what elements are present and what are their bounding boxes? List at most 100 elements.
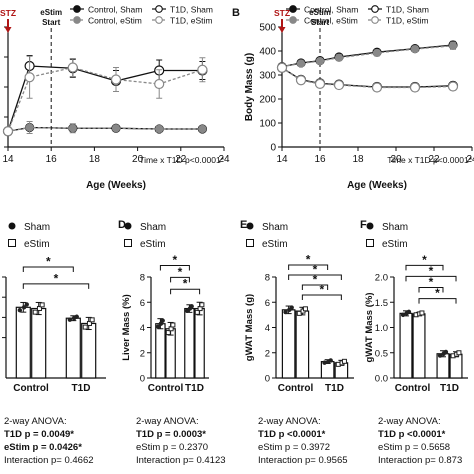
bar-panel-2: D Sham eStim 0 2 4 6 8 Liver Mass (%) Control T1D *…	[118, 219, 226, 466]
legend-label: Control, eStim	[304, 16, 358, 26]
significance-bracket	[405, 275, 457, 282]
y-tick-label: 1.0	[375, 323, 388, 334]
y-tick-label: 8	[265, 273, 270, 284]
stz-arrow-head	[278, 27, 286, 33]
data-point	[197, 64, 208, 75]
estim-start-label: Start	[311, 18, 330, 27]
individual-point	[328, 358, 333, 363]
data-point	[410, 44, 420, 54]
individual-point	[341, 358, 347, 364]
individual-point	[86, 320, 92, 326]
anova-title: 2-way ANOVA:	[378, 416, 441, 427]
data-point	[276, 62, 288, 73]
bar	[165, 328, 176, 379]
x-tick-label: 20	[132, 154, 144, 165]
individual-point	[24, 302, 29, 307]
individual-point	[400, 312, 406, 318]
x-tick-label: 20	[390, 154, 402, 165]
x-tick-label: Control	[13, 383, 49, 394]
data-point	[371, 82, 383, 93]
estim-start-label: Start	[42, 18, 61, 27]
legend-marker-estim	[124, 239, 132, 247]
anova-result: eStim p = 0.5658	[378, 442, 450, 453]
individual-point	[155, 324, 161, 329]
anova-result: T1D p = 0.0049*	[4, 429, 74, 440]
anova-result: eStim p = 0.3972	[258, 442, 330, 453]
data-point	[372, 48, 382, 58]
legend-marker	[155, 16, 163, 24]
data-point	[154, 78, 165, 90]
significance-bracket	[288, 274, 342, 281]
bar	[155, 323, 166, 379]
bar-panel-1: Sham eStim Control T1D ** 2-way ANOVA: T1D p =…	[2, 222, 106, 466]
significance-star: *	[46, 255, 51, 269]
x-tick-label: Control	[395, 383, 431, 394]
significance-star: *	[429, 275, 434, 289]
x-tick-label: 24	[218, 154, 230, 165]
data-point	[315, 56, 325, 66]
individual-point	[67, 317, 73, 322]
estim-label: eStim	[309, 8, 331, 17]
significance-bracket	[418, 287, 444, 293]
anova-result: Interaction p= 0.4123	[136, 455, 226, 466]
series-line	[281, 45, 454, 68]
y-axis-title: gWAT Mass (%)	[364, 292, 375, 362]
legend-label: eStim	[140, 239, 166, 250]
y-tick-label: 1.5	[375, 298, 388, 309]
legend-marker	[73, 5, 81, 13]
series-line	[7, 126, 203, 132]
stz-arrow-head	[4, 27, 12, 33]
individual-point	[443, 349, 449, 355]
legend-marker-sham	[124, 222, 132, 230]
legend-label: Sham	[262, 222, 288, 233]
significance-star: *	[54, 271, 59, 285]
individual-point	[419, 310, 425, 316]
legend-marker-sham	[8, 222, 16, 230]
x-tick-label: 18	[352, 154, 364, 165]
individual-point	[170, 322, 176, 328]
data-point	[25, 123, 34, 132]
y-tick-label: 2	[265, 348, 270, 359]
significance-star: *	[313, 263, 318, 277]
individual-point	[74, 314, 79, 319]
legend-label: Sham	[24, 222, 50, 233]
significance-bracket	[288, 264, 329, 271]
data-point	[448, 41, 458, 50]
legend: Sham eStim	[124, 222, 166, 250]
stz-label: STZ	[0, 8, 16, 18]
stat-annotation: Time x T1D p<0.0001*	[139, 155, 225, 165]
panel-letter: B	[232, 7, 240, 19]
individual-point	[194, 309, 200, 315]
x-tick-label: 18	[89, 154, 101, 165]
x-tick-label: 16	[46, 154, 58, 165]
legend-label: eStim	[262, 239, 288, 250]
y-tick-label: 400	[259, 47, 276, 58]
significance-star: *	[320, 283, 325, 297]
significance-star: *	[183, 277, 188, 291]
data-point	[2, 126, 14, 137]
x-tick-label: T1D	[440, 383, 459, 394]
bar	[184, 307, 195, 379]
legend-label: Control, eStim	[88, 16, 142, 26]
bar	[412, 313, 426, 379]
legend-marker-sham	[246, 222, 254, 230]
legend-label: T1D, Sham	[170, 5, 213, 15]
stat-annotation: Time x T1D p<0.0001*	[387, 155, 473, 165]
anova-title: 2-way ANOVA:	[258, 416, 321, 427]
x-tick-label: 14	[276, 154, 288, 165]
legend: Control, Sham T1D, Sham Control, eStim T1D,…	[286, 5, 429, 26]
x-axis-title: Age (Weeks)	[347, 180, 407, 191]
significance-star: *	[429, 264, 434, 278]
data-point	[155, 124, 164, 134]
y-tick-label: 8	[140, 273, 145, 284]
series-control-sham	[277, 40, 458, 72]
significance-bracket	[405, 264, 444, 271]
significance-star: *	[422, 253, 427, 267]
individual-point	[32, 309, 38, 315]
legend-marker	[371, 5, 379, 13]
bar	[65, 317, 81, 379]
series-line	[281, 67, 454, 88]
y-tick-label: 0	[265, 374, 270, 385]
legend-label: eStim	[24, 239, 50, 250]
individual-point	[17, 308, 23, 313]
